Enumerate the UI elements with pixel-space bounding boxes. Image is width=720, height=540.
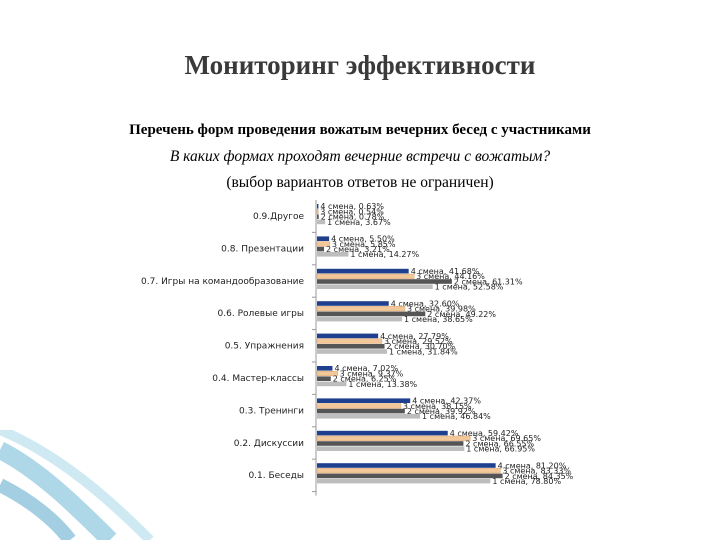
bar [317,252,349,257]
bar [317,284,433,289]
bar [317,301,389,306]
bar [317,246,325,252]
category-label: 0.4. Мастер-классы [212,374,304,384]
bar [317,236,330,241]
data-label: 2 смена, 49.22% [427,310,496,319]
data-label: 4 смена, 7.02% [334,364,398,373]
data-label: 4 смена, 0.63% [320,202,384,211]
bar [316,403,402,409]
bar [317,408,405,414]
bar [317,204,319,209]
bar [317,311,426,317]
data-label: 3 смена, 39.98% [407,305,476,314]
bar [317,446,465,451]
data-label: 3 смена, 5.85% [332,240,396,249]
category-label: 0.3. Тренинги [239,406,304,416]
data-label: 4 смена, 32.60% [391,299,460,308]
bar [317,463,496,468]
data-label: 3 смена, 83.33% [502,467,571,476]
data-label: 4 смена, 42.37% [412,397,481,406]
data-label: 3 смена, 38.15% [403,402,472,411]
data-label: 4 смена, 27.79% [380,332,449,341]
category-label: 0.6. Ролевые игры [218,309,304,319]
answer-note: (выбор вариантов ответов не ограничен) [226,174,494,191]
data-label: 2 смена, 30.70% [387,342,456,351]
category-label: 0.7. Игры на командообразование [141,277,304,287]
decoration-stroke-1 [0,441,117,540]
data-label: 1 смена, 66.95% [466,445,535,454]
data-label: 2 смена, 61.31% [454,277,523,286]
data-label: 1 смена, 78.80% [492,477,561,486]
bar [317,279,452,284]
bar [317,219,326,225]
bar [316,306,406,312]
bar [316,468,501,474]
bar [316,370,338,377]
data-label: 1 смена, 52.58% [435,283,504,292]
data-label: 3 смена, 69.65% [472,434,541,443]
category-label: 0.8. Презентации [221,244,304,254]
bar [316,338,383,344]
data-label: 2 смена, 3.21% [326,245,390,254]
data-label: 2 смена, 66.55% [465,439,534,448]
category-label: 0.5. Упражнения [225,342,304,352]
category-label: 0.9.Другое [253,212,304,222]
bar [317,376,331,381]
bar [317,473,503,479]
data-label: 1 смена, 3.67% [327,218,391,227]
chart-subtitle: Перечень форм проведения вожатым вечерни… [129,122,591,138]
corner-decoration [0,430,154,540]
bar [317,381,347,387]
survey-question: В каких формах проходят вечерние встречи… [169,148,551,165]
bar [317,430,448,436]
bar [317,268,409,274]
data-label: 3 смена, 0.54% [320,207,384,216]
data-label: 1 смена, 13.38% [348,380,417,389]
data-label: 3 смена, 29.52% [384,337,453,346]
bar [317,414,421,419]
category-label: 0.2. Дискуссии [234,439,304,449]
bar [317,441,464,446]
data-label: 1 смена, 46.84% [422,412,491,421]
data-label: 2 смена, 6.25% [333,375,397,384]
data-label: 1 смена, 14.27% [350,250,419,259]
bar [316,241,331,247]
bar [317,344,385,349]
data-label: 2 смена, 39.92% [407,407,476,416]
decoration-stroke-3 [0,430,154,540]
bar [316,208,319,215]
data-label: 4 смена, 59.42% [450,429,519,438]
category-label: 0.1. Беседы [248,471,304,481]
data-label: 3 смена, 44.16% [416,272,485,281]
data-label: 4 смена, 5.50% [331,235,395,244]
bar [317,333,379,339]
data-label: 2 смена, 84.35% [505,472,574,481]
data-label: 2 смена, 0.78% [321,213,385,222]
bar [317,398,411,403]
bar [317,478,491,484]
decoration-stroke-2 [0,478,76,540]
data-label: 3 смена, 9.37% [340,369,404,378]
slide-title: Мониторинг эффективности [184,50,536,80]
data-label: 1 смена, 31.84% [389,347,458,356]
bar [317,366,333,371]
data-label: 1 смена, 38.65% [404,315,473,324]
data-label: 4 смена, 81.20% [498,461,567,470]
bar [317,316,403,322]
bar [316,273,415,279]
bar [316,435,471,441]
data-label: 4 смена, 41.68% [411,267,480,276]
bar [317,214,319,219]
bar [317,349,388,354]
